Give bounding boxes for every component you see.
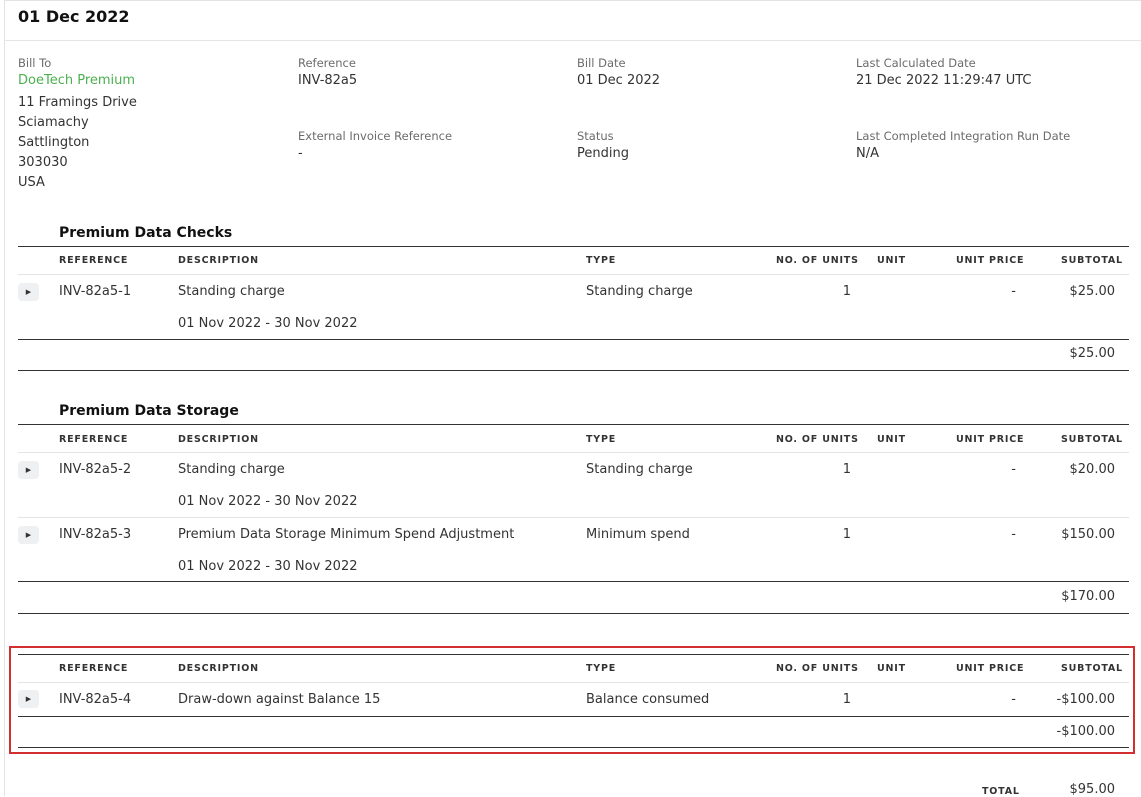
col-units: NO. OF UNITS bbox=[776, 663, 859, 674]
address-line: Sattlington bbox=[18, 135, 90, 150]
col-subtotal: SUBTOTAL bbox=[1061, 434, 1123, 445]
reference-label: Reference bbox=[298, 56, 356, 70]
section-divider bbox=[18, 246, 1129, 247]
row-subtotal: -$100.00 bbox=[1056, 692, 1115, 707]
row-subtotal: $25.00 bbox=[1069, 284, 1116, 299]
row-subtotal: $150.00 bbox=[1061, 527, 1115, 542]
expand-row-button[interactable]: ▶ bbox=[18, 690, 39, 708]
col-unit: UNIT bbox=[877, 434, 906, 445]
row-reference: INV-82a5-1 bbox=[59, 284, 132, 299]
section-total-divider bbox=[18, 339, 1129, 340]
col-description: DESCRIPTION bbox=[178, 255, 259, 266]
address-line: Sciamachy bbox=[18, 115, 89, 130]
row-divider bbox=[18, 274, 1129, 275]
row-units: 1 bbox=[842, 462, 851, 477]
last-calculated-label: Last Calculated Date bbox=[856, 56, 976, 70]
section-title: Premium Data Checks bbox=[59, 225, 233, 241]
bill-date-value: 01 Dec 2022 bbox=[577, 73, 661, 88]
section-divider bbox=[18, 424, 1129, 425]
status-label: Status bbox=[577, 129, 614, 143]
row-period: 01 Nov 2022 - 30 Nov 2022 bbox=[178, 316, 358, 331]
caret-right-icon: ▶ bbox=[25, 288, 32, 296]
row-type: Minimum spend bbox=[586, 527, 690, 542]
row-description-link[interactable]: Standing charge bbox=[178, 284, 285, 299]
page-title: 01 Dec 2022 bbox=[18, 7, 130, 26]
col-units: NO. OF UNITS bbox=[776, 255, 859, 266]
address-line: USA bbox=[18, 175, 45, 190]
col-description: DESCRIPTION bbox=[178, 663, 259, 674]
section-title: Premium Data Storage bbox=[59, 403, 239, 419]
row-reference: INV-82a5-3 bbox=[59, 527, 132, 542]
external-reference-value: - bbox=[298, 146, 303, 161]
bill-date-label: Bill Date bbox=[577, 56, 626, 70]
row-period: 01 Nov 2022 - 30 Nov 2022 bbox=[178, 559, 358, 574]
external-reference-label: External Invoice Reference bbox=[298, 129, 453, 143]
col-unit: UNIT bbox=[877, 255, 906, 266]
col-type: TYPE bbox=[586, 255, 617, 266]
address-line: 303030 bbox=[18, 155, 68, 170]
invoice-panel bbox=[4, 0, 1141, 796]
col-description: DESCRIPTION bbox=[178, 434, 259, 445]
last-integration-run-label: Last Completed Integration Run Date bbox=[856, 129, 1071, 143]
col-units: NO. OF UNITS bbox=[776, 434, 859, 445]
col-reference: REFERENCE bbox=[59, 663, 129, 674]
section-end-divider bbox=[18, 747, 1129, 748]
row-description: Draw-down against Balance 15 bbox=[178, 692, 381, 707]
row-divider bbox=[18, 517, 1129, 518]
bill-to-name-link[interactable]: DoeTech Premium bbox=[18, 73, 136, 88]
expand-row-button[interactable]: ▶ bbox=[18, 526, 39, 544]
bill-to-label: Bill To bbox=[18, 56, 52, 70]
highlight-box bbox=[9, 646, 1135, 754]
col-reference: REFERENCE bbox=[59, 255, 129, 266]
section-total: $170.00 bbox=[1061, 589, 1115, 604]
caret-right-icon: ▶ bbox=[25, 531, 32, 539]
row-units: 1 bbox=[842, 284, 851, 299]
section-end-divider bbox=[18, 370, 1129, 371]
caret-right-icon: ▶ bbox=[25, 466, 32, 474]
row-units: 1 bbox=[842, 527, 851, 542]
grand-total-label: TOTAL bbox=[982, 786, 1020, 797]
col-type: TYPE bbox=[586, 434, 617, 445]
col-subtotal: SUBTOTAL bbox=[1061, 663, 1123, 674]
row-type: Standing charge bbox=[586, 284, 693, 299]
col-subtotal: SUBTOTAL bbox=[1061, 255, 1123, 266]
caret-right-icon: ▶ bbox=[25, 695, 32, 703]
row-divider bbox=[18, 682, 1129, 683]
reference-value: INV-82a5 bbox=[298, 73, 358, 88]
row-type: Standing charge bbox=[586, 462, 693, 477]
section-total-divider bbox=[18, 716, 1129, 717]
col-reference: REFERENCE bbox=[59, 434, 129, 445]
last-integration-run-value: N/A bbox=[856, 146, 879, 161]
col-unit-price: UNIT PRICE bbox=[956, 255, 1025, 266]
row-reference: INV-82a5-4 bbox=[59, 692, 132, 707]
row-description-link[interactable]: Standing charge bbox=[178, 462, 285, 477]
section-total: $25.00 bbox=[1069, 346, 1116, 361]
section-total-divider bbox=[18, 581, 1129, 582]
row-subtotal: $20.00 bbox=[1069, 462, 1116, 477]
expand-row-button[interactable]: ▶ bbox=[18, 461, 39, 479]
col-unit-price: UNIT PRICE bbox=[956, 434, 1025, 445]
section-end-divider bbox=[18, 613, 1129, 614]
row-description-link[interactable]: Premium Data Storage Minimum Spend Adjus… bbox=[178, 527, 515, 542]
row-divider bbox=[18, 452, 1129, 453]
row-reference: INV-82a5-2 bbox=[59, 462, 132, 477]
row-unit-price: - bbox=[1011, 462, 1016, 477]
header-divider bbox=[5, 40, 1141, 41]
col-unit-price: UNIT PRICE bbox=[956, 663, 1025, 674]
row-units: 1 bbox=[842, 692, 851, 707]
col-type: TYPE bbox=[586, 663, 617, 674]
section-total: -$100.00 bbox=[1056, 724, 1115, 739]
row-type: Balance consumed bbox=[586, 692, 710, 707]
expand-row-button[interactable]: ▶ bbox=[18, 283, 39, 301]
status-value: Pending bbox=[577, 146, 629, 161]
row-unit-price: - bbox=[1011, 692, 1016, 707]
section-divider bbox=[18, 654, 1129, 655]
grand-total-value: $95.00 bbox=[1069, 782, 1116, 797]
last-calculated-value: 21 Dec 2022 11:29:47 UTC bbox=[856, 73, 1032, 88]
address-line: 11 Framings Drive bbox=[18, 95, 137, 110]
row-period: 01 Nov 2022 - 30 Nov 2022 bbox=[178, 494, 358, 509]
row-unit-price: - bbox=[1011, 284, 1016, 299]
col-unit: UNIT bbox=[877, 663, 906, 674]
row-unit-price: - bbox=[1011, 527, 1016, 542]
